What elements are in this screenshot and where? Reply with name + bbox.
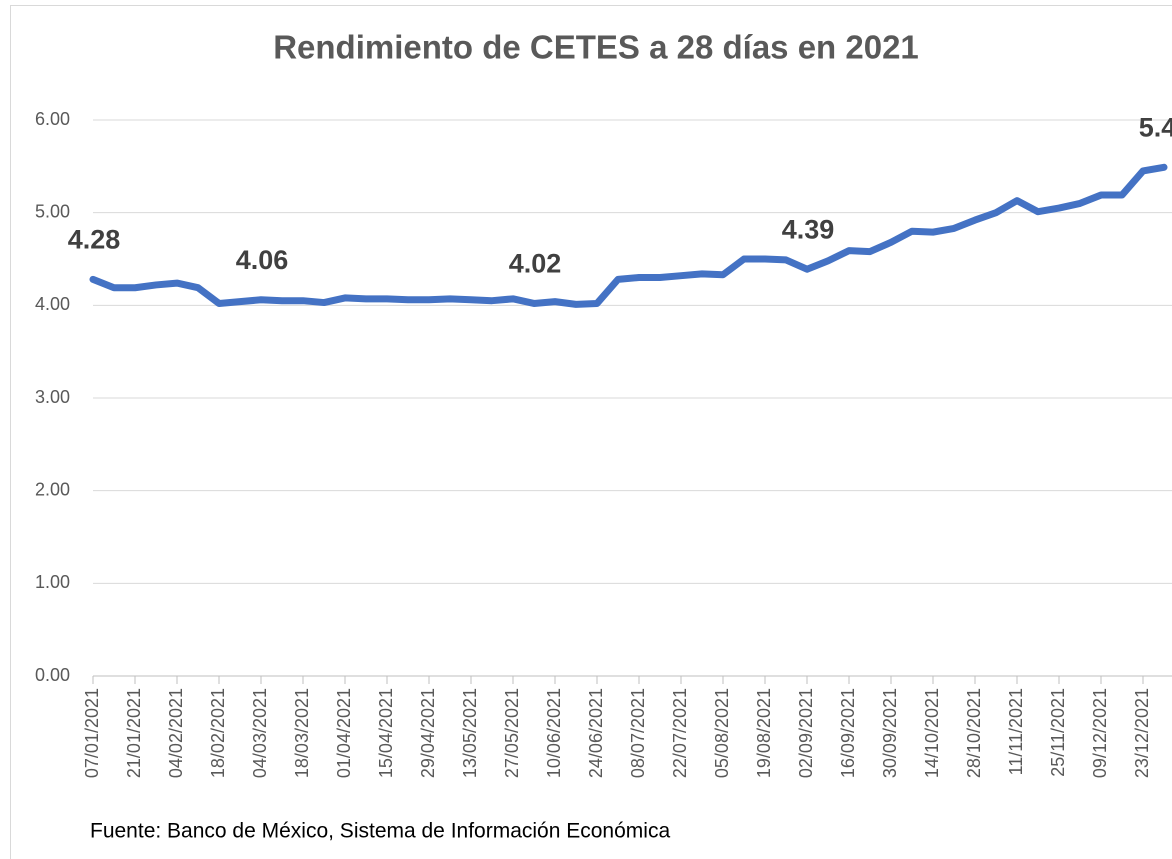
x-tick-label: 22/07/2021 <box>670 688 690 778</box>
x-tick-label: 10/06/2021 <box>544 688 564 778</box>
x-tick-label: 15/04/2021 <box>376 688 396 778</box>
x-tick-label: 18/03/2021 <box>292 688 312 778</box>
x-tick-label: 14/10/2021 <box>922 688 942 778</box>
data-label: 4.39 <box>782 214 835 244</box>
y-tick-label: 5.00 <box>35 201 70 221</box>
x-tick-label: 13/05/2021 <box>460 688 480 778</box>
x-tick-label: 25/11/2021 <box>1048 688 1068 777</box>
x-tick-label: 02/09/2021 <box>796 688 816 778</box>
y-tick-label: 3.00 <box>35 387 70 407</box>
data-label: 5.49 <box>1139 112 1172 142</box>
chart-border <box>10 5 1172 859</box>
x-tick-label: 05/08/2021 <box>712 688 732 778</box>
x-tick-label: 18/02/2021 <box>208 688 228 778</box>
x-tick-label: 11/11/2021 <box>1006 688 1026 775</box>
data-label: 4.02 <box>509 249 562 279</box>
x-tick-label: 01/04/2021 <box>334 688 354 778</box>
x-tick-label: 19/08/2021 <box>754 688 774 778</box>
y-tick-label: 1.00 <box>35 572 70 592</box>
line-series <box>89 163 1168 308</box>
x-tick-label: 09/12/2021 <box>1090 688 1110 778</box>
x-tick-label: 21/01/2021 <box>124 688 144 778</box>
x-tick-label: 27/05/2021 <box>502 688 522 778</box>
data-label: 4.28 <box>68 225 121 255</box>
chart-title: Rendimiento de CETES a 28 días en 2021 <box>273 29 919 66</box>
x-tick-label: 04/03/2021 <box>250 688 270 778</box>
y-tick-label: 6.00 <box>35 109 70 129</box>
x-tick-label: 29/04/2021 <box>418 688 438 778</box>
data-label: 4.06 <box>236 245 289 275</box>
x-tick-label: 28/10/2021 <box>964 688 984 778</box>
y-tick-label: 0.00 <box>35 665 70 685</box>
x-tick-label: 07/01/2021 <box>82 688 102 778</box>
x-tick-label: 04/02/2021 <box>166 688 186 778</box>
y-tick-label: 4.00 <box>35 294 70 314</box>
x-tick-label: 23/12/2021 <box>1132 688 1152 778</box>
y-tick-label: 2.00 <box>35 479 70 499</box>
source-note: Fuente: Banco de México, Sistema de Info… <box>90 820 670 843</box>
x-tick-label: 08/07/2021 <box>628 688 648 778</box>
x-tick-label: 16/09/2021 <box>838 688 858 778</box>
x-tick-label: 30/09/2021 <box>880 688 900 778</box>
x-tick-label: 24/06/2021 <box>586 688 606 778</box>
